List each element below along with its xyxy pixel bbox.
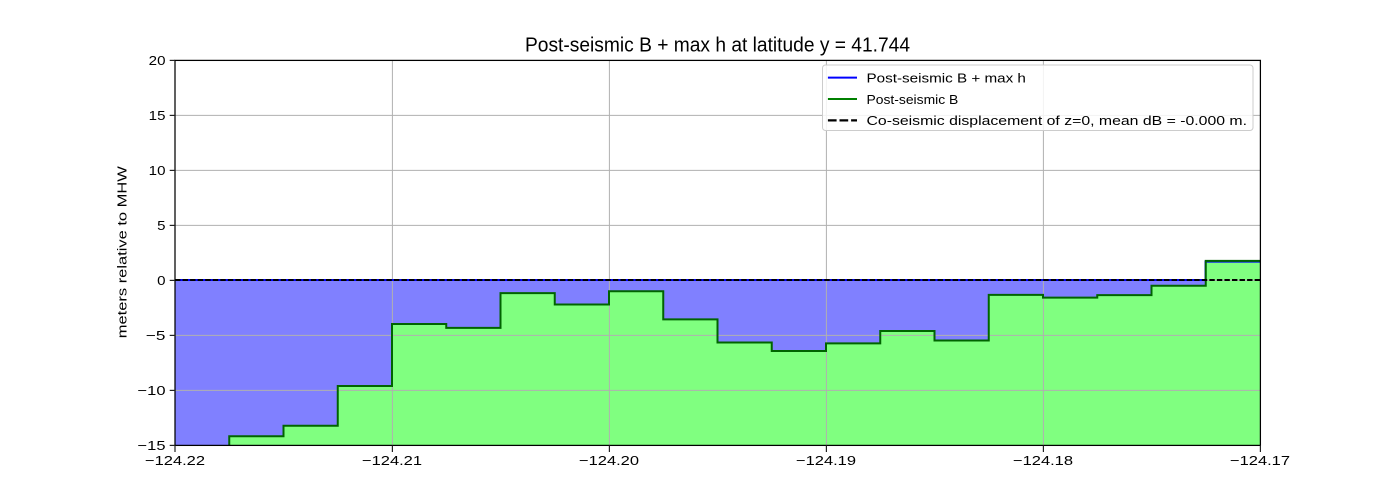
svg-text:5: 5 [157,218,165,233]
svg-text:meters relative to MHW: meters relative to MHW [114,166,129,339]
svg-text:Post-seismic B + max h at lati: Post-seismic B + max h at latitude y = 4… [525,35,910,57]
svg-text:−15: −15 [138,438,166,453]
svg-text:−10: −10 [138,383,166,398]
svg-text:−124.18: −124.18 [1013,453,1073,468]
svg-text:Post-seismic B + max h: Post-seismic B + max h [867,70,1026,85]
svg-text:0: 0 [157,273,165,288]
svg-text:15: 15 [149,108,166,123]
svg-text:−124.20: −124.20 [579,453,639,468]
svg-text:−124.21: −124.21 [362,453,422,468]
svg-text:20: 20 [149,53,166,68]
svg-text:Post-seismic B: Post-seismic B [867,92,959,107]
svg-text:−124.19: −124.19 [796,453,856,468]
svg-text:Co-seismic displacement of z=0: Co-seismic displacement of z=0, mean dB … [867,113,1248,128]
svg-text:−124.17: −124.17 [1230,453,1290,468]
svg-text:−5: −5 [146,328,166,343]
svg-text:10: 10 [149,163,166,178]
svg-text:−124.22: −124.22 [145,453,205,468]
